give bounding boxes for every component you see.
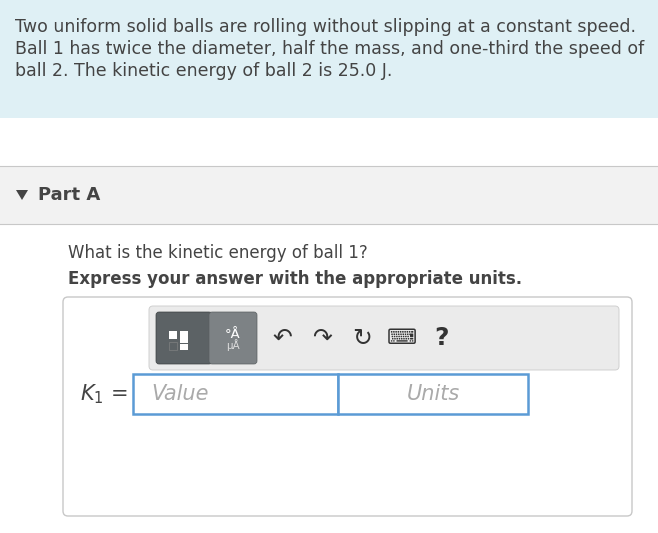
FancyBboxPatch shape (0, 166, 658, 224)
Text: Units: Units (407, 384, 460, 404)
Text: ↶: ↶ (272, 326, 292, 350)
Text: Express your answer with the appropriate units.: Express your answer with the appropriate… (68, 270, 522, 288)
Text: Part A: Part A (38, 186, 100, 204)
Text: ball 2. The kinetic energy of ball 2 is 25.0 J.: ball 2. The kinetic energy of ball 2 is … (15, 62, 392, 80)
Text: Ball 1 has twice the diameter, half the mass, and one-third the speed of: Ball 1 has twice the diameter, half the … (15, 40, 644, 58)
FancyBboxPatch shape (0, 0, 658, 118)
FancyBboxPatch shape (169, 342, 177, 350)
FancyBboxPatch shape (156, 312, 212, 364)
Text: °Å: °Å (225, 327, 241, 341)
Text: ↷: ↷ (312, 326, 332, 350)
Text: μÅ: μÅ (226, 339, 240, 351)
FancyBboxPatch shape (149, 306, 619, 370)
Text: What is the kinetic energy of ball 1?: What is the kinetic energy of ball 1? (68, 244, 368, 262)
FancyBboxPatch shape (63, 297, 632, 516)
Text: $K_1$ =: $K_1$ = (80, 382, 128, 406)
FancyBboxPatch shape (180, 344, 188, 350)
FancyBboxPatch shape (133, 374, 338, 414)
FancyBboxPatch shape (209, 312, 257, 364)
FancyBboxPatch shape (169, 331, 177, 339)
FancyBboxPatch shape (180, 331, 188, 343)
Text: ↻: ↻ (352, 326, 372, 350)
FancyBboxPatch shape (338, 374, 528, 414)
Text: ?: ? (435, 326, 449, 350)
Text: Two uniform solid balls are rolling without slipping at a constant speed.: Two uniform solid balls are rolling with… (15, 18, 636, 36)
Polygon shape (16, 190, 28, 200)
Text: ⌨: ⌨ (387, 328, 417, 348)
Text: Value: Value (151, 384, 209, 404)
